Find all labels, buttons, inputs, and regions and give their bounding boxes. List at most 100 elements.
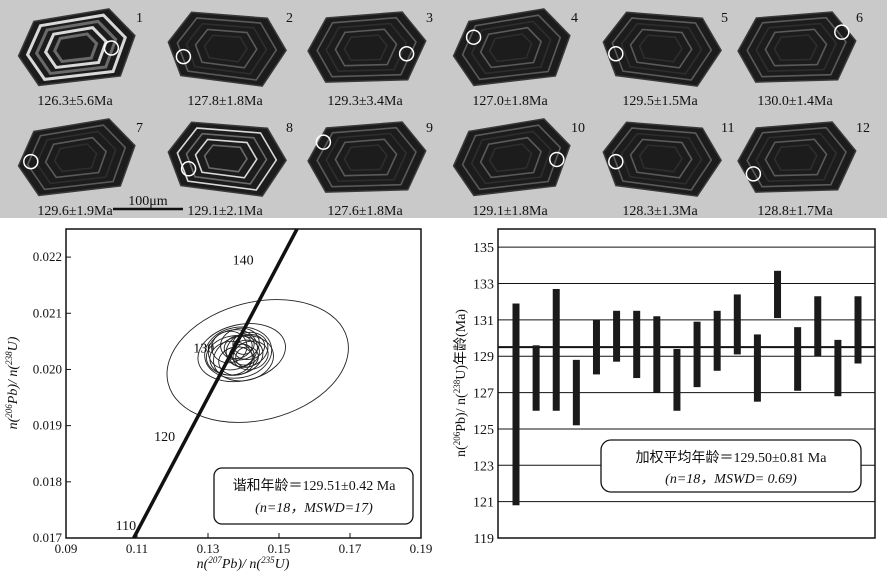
age-error-bar bbox=[673, 348, 681, 411]
error-ellipse bbox=[218, 346, 255, 376]
weighted-mean-legend: 加权平均年龄＝129.50±0.81 Ma (n=18，MSWD= 0.69) bbox=[600, 439, 862, 493]
zircon-grain: 9 127.6±1.8Ma bbox=[307, 121, 433, 219]
error-ellipse bbox=[235, 346, 259, 368]
zircon-grain: 10 129.1±1.8Ma bbox=[452, 118, 585, 219]
concordia-age-text: 谐和年龄＝129.51±0.42 Ma bbox=[233, 478, 397, 494]
y-tick-label: 0.020 bbox=[33, 361, 62, 376]
scale-bar-label: 100μm bbox=[128, 194, 168, 209]
weighted-mean-mswd-text: (n=18，MSWD= 0.69) bbox=[665, 472, 797, 487]
x-tick-label: 0.15 bbox=[268, 541, 291, 556]
zircon-grain: 7 129.6±1.9Ma bbox=[17, 118, 143, 219]
analysis-spot bbox=[23, 153, 39, 170]
error-ellipse bbox=[220, 327, 260, 361]
grain-number: 3 bbox=[426, 11, 433, 26]
age-error-bar bbox=[572, 359, 580, 426]
zircon-grains: 1126.3±5.6Ma2127.8±1.8Ma3129.3±3.4Ma4127… bbox=[17, 8, 870, 219]
analysis-spot bbox=[175, 48, 192, 65]
zircon-grain: 3 129.3±3.4Ma bbox=[307, 11, 433, 109]
concordia-age-label: 130 bbox=[193, 342, 214, 357]
analysis-spot bbox=[549, 151, 565, 168]
y-tick-label: 0.021 bbox=[33, 305, 62, 320]
grain-number: 1 bbox=[136, 11, 143, 26]
age-error-bar bbox=[814, 296, 822, 357]
age-error-bar bbox=[592, 319, 600, 375]
zircon-grain: 5 129.5±1.5Ma bbox=[602, 11, 728, 109]
wm-y-tick-label: 121 bbox=[473, 496, 494, 511]
grain-number: 12 bbox=[856, 121, 870, 136]
age-error-bar bbox=[512, 303, 520, 506]
age-error-bar bbox=[633, 310, 641, 379]
zircon-cl-image-panel: 1 126.3±5.6Ma 2 127.8±1.8Ma 3 129.3±3.4Ma 4 127… bbox=[0, 0, 887, 219]
error-ellipse bbox=[204, 326, 273, 379]
weighted-mean-frame bbox=[497, 228, 876, 539]
grain-number: 4 bbox=[571, 11, 578, 26]
analysis-spot bbox=[745, 166, 762, 182]
concordia-plot-frame bbox=[65, 228, 422, 539]
concordia-age-label: 120 bbox=[154, 430, 175, 445]
error-ellipse bbox=[225, 331, 269, 368]
grain-age-label: 129.1±2.1Ma bbox=[187, 204, 263, 218]
y-tick-label: 0.019 bbox=[33, 418, 62, 433]
age-error-bar bbox=[854, 296, 862, 364]
error-ellipse bbox=[228, 343, 255, 368]
age-error-bar bbox=[653, 316, 661, 393]
concordia-age-label: 140 bbox=[233, 253, 254, 268]
weighted-mean-age-text: 加权平均年龄＝129.50±0.81 Ma bbox=[636, 450, 828, 466]
zircon-grain: 11 128.3±1.3Ma bbox=[602, 121, 734, 219]
error-ellipse bbox=[230, 339, 260, 366]
zircon-grain: 12 128.8±1.7Ma bbox=[737, 121, 870, 219]
wm-y-tick-label: 133 bbox=[473, 278, 494, 293]
age-error-bar bbox=[532, 345, 540, 411]
grain-number: 6 bbox=[856, 11, 863, 26]
y-tick-label: 0.022 bbox=[33, 249, 62, 264]
concordia-chart: 0.09 0.11 0.13 0.15 0.17 0.19 0.017 0.018 0.019 0… bbox=[4, 228, 433, 572]
age-error-bar bbox=[552, 288, 560, 411]
x-tick-label: 0.11 bbox=[126, 541, 148, 556]
grain-age-label: 129.1±1.8Ma bbox=[472, 204, 548, 218]
error-ellipse bbox=[223, 334, 253, 359]
grain-number: 7 bbox=[136, 121, 143, 136]
grain-number: 11 bbox=[721, 121, 734, 136]
wm-y-tick-label: 135 bbox=[473, 241, 494, 256]
age-error-bar bbox=[693, 321, 701, 388]
grain-age-label: 130.0±1.4Ma bbox=[757, 94, 833, 109]
wm-y-tick-label: 127 bbox=[473, 387, 494, 402]
grain-age-label: 126.3±5.6Ma bbox=[37, 94, 113, 109]
error-ellipse bbox=[213, 335, 274, 382]
error-ellipse bbox=[211, 330, 248, 364]
concordia-legend: 谐和年龄＝129.51±0.42 Ma (n=18，MSWD=17) bbox=[213, 467, 414, 525]
grain-age-label: 129.3±3.4Ma bbox=[327, 94, 403, 109]
analysis-spot bbox=[315, 134, 332, 150]
analysis-spot bbox=[608, 153, 624, 170]
error-ellipse bbox=[209, 340, 253, 376]
error-ellipse bbox=[232, 333, 255, 355]
grain-age-label: 128.3±1.3Ma bbox=[622, 204, 698, 218]
zircon-grain: 4 127.0±1.8Ma bbox=[452, 8, 578, 109]
zircon-grain: 6 130.0±1.4Ma bbox=[737, 11, 863, 109]
wm-y-tick-label: 131 bbox=[473, 314, 494, 329]
concordia-curve bbox=[132, 228, 299, 539]
age-error-bar bbox=[613, 310, 621, 362]
error-ellipse bbox=[166, 299, 349, 423]
grain-age-label: 127.8±1.8Ma bbox=[187, 94, 263, 109]
weighted-mean-y-axis-label: n(206Pb)/ n(238U)年龄(Ma) bbox=[452, 309, 469, 457]
error-ellipse bbox=[205, 335, 264, 376]
age-error-bar bbox=[713, 310, 721, 371]
x-tick-label: 0.13 bbox=[197, 541, 220, 556]
grain-age-label: 127.0±1.8Ma bbox=[472, 94, 548, 109]
grain-number: 2 bbox=[286, 11, 293, 26]
scale-bar: 100μm bbox=[113, 194, 183, 211]
wm-y-tick-label: 119 bbox=[474, 532, 494, 547]
weighted-mean-chart: 119 121 123 125 127 129 131 133 135 加权平均年龄＝129.50… bbox=[452, 228, 876, 547]
y-tick-label: 0.018 bbox=[33, 474, 62, 489]
analysis-spot bbox=[608, 46, 624, 62]
age-error-bar bbox=[774, 270, 782, 319]
grain-age-label: 129.6±1.9Ma bbox=[37, 204, 113, 218]
wm-y-tick-label: 123 bbox=[473, 459, 494, 474]
grain-number: 10 bbox=[571, 121, 585, 136]
analysis-spot bbox=[103, 40, 120, 56]
zircon-grain: 2 127.8±1.8Ma bbox=[167, 11, 293, 109]
x-tick-label: 0.19 bbox=[410, 541, 433, 556]
wm-y-tick-label: 129 bbox=[473, 350, 494, 365]
age-error-bar bbox=[753, 334, 761, 402]
